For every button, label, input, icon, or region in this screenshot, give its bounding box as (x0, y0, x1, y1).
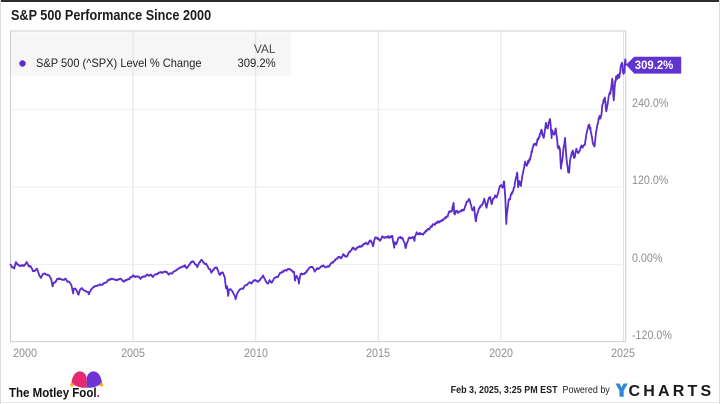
svg-text:CHARTS: CHARTS (628, 383, 714, 398)
svg-text:309.2%: 309.2% (635, 58, 674, 72)
